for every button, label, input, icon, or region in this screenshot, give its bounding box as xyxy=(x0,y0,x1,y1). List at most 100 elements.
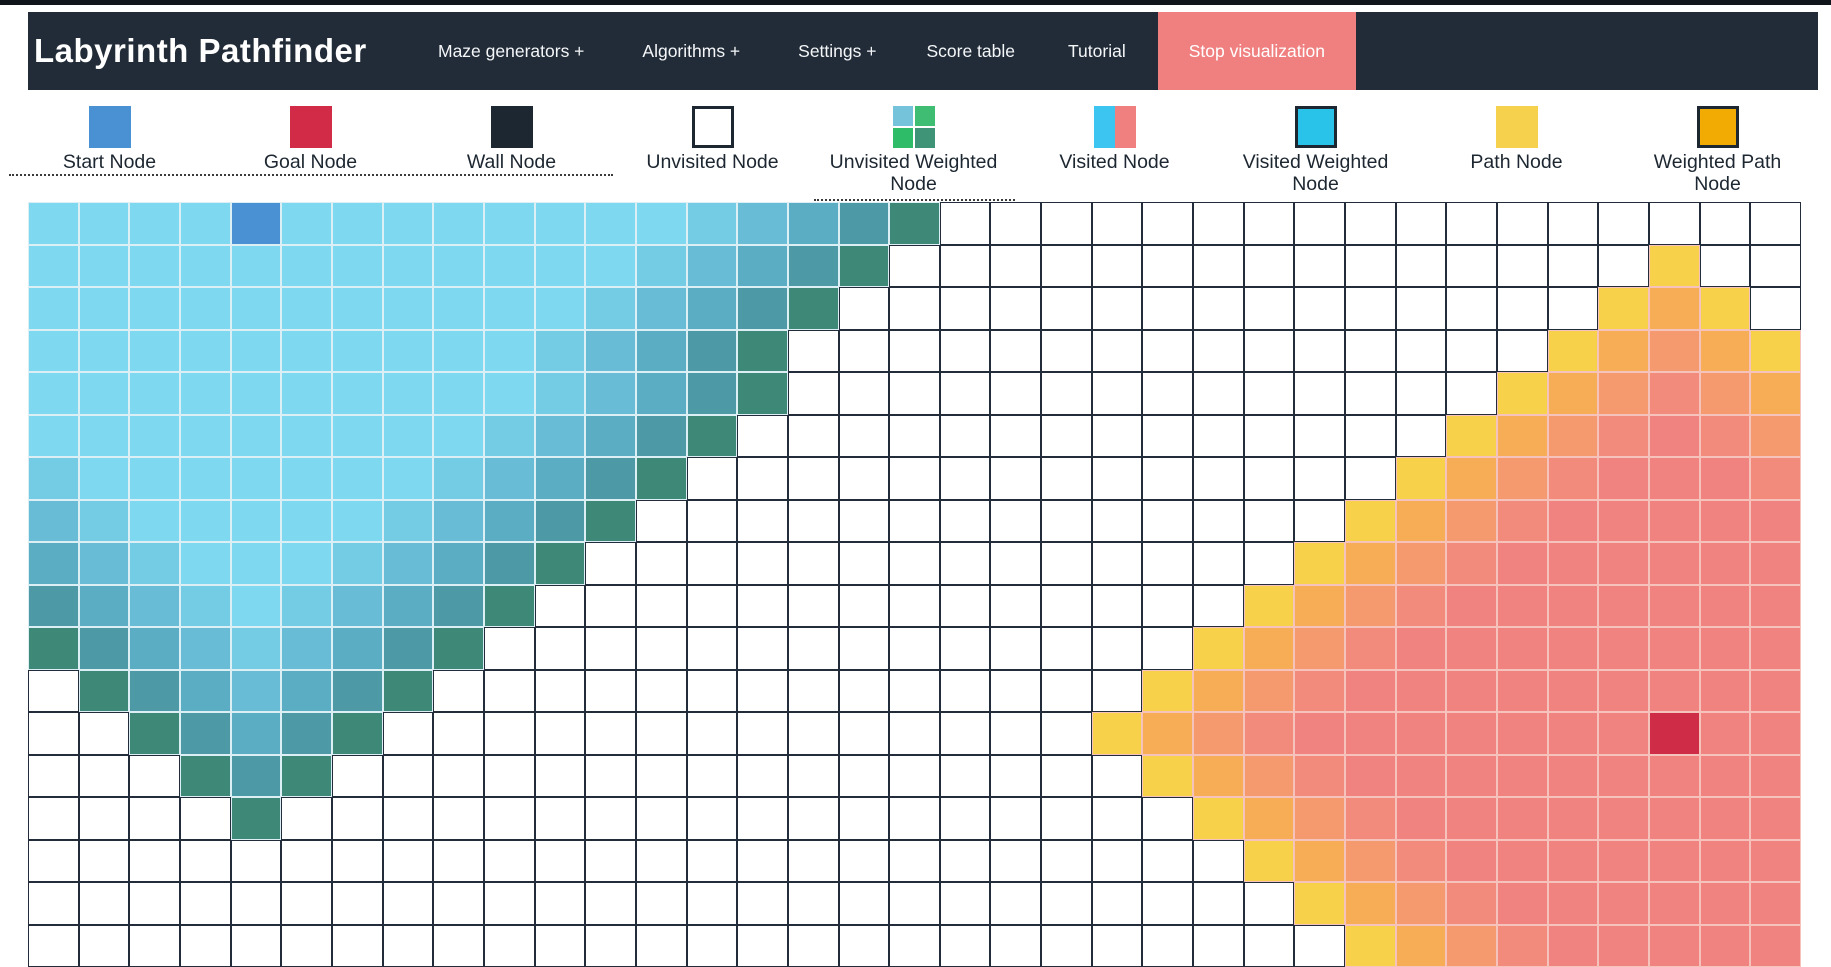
grid-cell[interactable] xyxy=(1142,330,1193,373)
grid-cell[interactable] xyxy=(433,627,484,670)
grid-cell[interactable] xyxy=(687,712,738,755)
grid-cell[interactable] xyxy=(737,287,788,330)
grid-cell[interactable] xyxy=(332,882,383,925)
grid-cell[interactable] xyxy=(1345,500,1396,543)
grid-cell[interactable] xyxy=(1750,245,1801,288)
grid-cell[interactable] xyxy=(889,542,940,585)
grid-cell[interactable] xyxy=(585,840,636,883)
grid-cell[interactable] xyxy=(1598,372,1649,415)
grid-cell[interactable] xyxy=(484,925,535,967)
grid-cell[interactable] xyxy=(990,712,1041,755)
grid-cell[interactable] xyxy=(1497,755,1548,798)
grid-cell[interactable] xyxy=(940,457,991,500)
grid-cell[interactable] xyxy=(687,585,738,628)
grid-cell[interactable] xyxy=(1446,882,1497,925)
grid-cell[interactable] xyxy=(1750,330,1801,373)
grid-cell[interactable] xyxy=(484,287,535,330)
grid-cell[interactable] xyxy=(1294,882,1345,925)
grid-cell[interactable] xyxy=(79,840,130,883)
grid-cell[interactable] xyxy=(231,457,282,500)
grid-cell[interactable] xyxy=(433,415,484,458)
grid-cell[interactable] xyxy=(585,627,636,670)
grid-cell[interactable] xyxy=(1294,712,1345,755)
grid-cell[interactable] xyxy=(737,542,788,585)
grid-cell[interactable] xyxy=(180,202,231,245)
grid-cell[interactable] xyxy=(839,882,890,925)
grid-cell[interactable] xyxy=(1750,372,1801,415)
grid-cell[interactable] xyxy=(484,500,535,543)
grid-cell[interactable] xyxy=(535,840,586,883)
grid-cell[interactable] xyxy=(383,797,434,840)
grid-cell[interactable] xyxy=(1750,797,1801,840)
grid-cell[interactable] xyxy=(1294,840,1345,883)
grid-cell[interactable] xyxy=(231,755,282,798)
grid-cell[interactable] xyxy=(180,415,231,458)
grid-cell[interactable] xyxy=(28,542,79,585)
grid-cell[interactable] xyxy=(1244,755,1295,798)
grid-cell[interactable] xyxy=(636,670,687,713)
grid-cell[interactable] xyxy=(889,585,940,628)
grid-cell[interactable] xyxy=(231,712,282,755)
grid-cell[interactable] xyxy=(28,415,79,458)
grid-cell[interactable] xyxy=(1142,670,1193,713)
grid-cell[interactable] xyxy=(1396,500,1447,543)
grid-cell[interactable] xyxy=(332,925,383,967)
grid-cell[interactable] xyxy=(1497,202,1548,245)
grid-cell[interactable] xyxy=(585,245,636,288)
grid-cell[interactable] xyxy=(990,627,1041,670)
grid-cell[interactable] xyxy=(1294,542,1345,585)
grid-cell[interactable] xyxy=(231,330,282,373)
grid-cell[interactable] xyxy=(990,415,1041,458)
grid-cell[interactable] xyxy=(1396,245,1447,288)
grid-cell[interactable] xyxy=(1244,670,1295,713)
grid-cell[interactable] xyxy=(839,372,890,415)
grid-cell[interactable] xyxy=(433,755,484,798)
grid-cell[interactable] xyxy=(737,415,788,458)
grid-cell[interactable] xyxy=(1548,372,1599,415)
grid-cell[interactable] xyxy=(737,372,788,415)
grid-cell[interactable] xyxy=(1244,372,1295,415)
grid-cell[interactable] xyxy=(1193,882,1244,925)
grid-cell[interactable] xyxy=(383,500,434,543)
grid-cell[interactable] xyxy=(79,287,130,330)
grid-cell[interactable] xyxy=(1294,372,1345,415)
grid-cell[interactable] xyxy=(1345,627,1396,670)
grid-cell[interactable] xyxy=(1700,202,1751,245)
grid-cell[interactable] xyxy=(129,882,180,925)
grid-cell[interactable] xyxy=(1142,457,1193,500)
grid-cell[interactable] xyxy=(1548,457,1599,500)
grid-cell[interactable] xyxy=(940,372,991,415)
grid-cell[interactable] xyxy=(1193,925,1244,967)
grid-cell[interactable] xyxy=(636,457,687,500)
grid-cell[interactable] xyxy=(636,202,687,245)
grid-cell[interactable] xyxy=(585,670,636,713)
grid-cell[interactable] xyxy=(687,542,738,585)
grid-cell[interactable] xyxy=(1497,882,1548,925)
grid-cell[interactable] xyxy=(1396,415,1447,458)
grid-cell[interactable] xyxy=(1700,627,1751,670)
grid-cell[interactable] xyxy=(1142,882,1193,925)
grid-cell[interactable] xyxy=(484,840,535,883)
grid-cell[interactable] xyxy=(839,245,890,288)
grid-cell[interactable] xyxy=(28,372,79,415)
grid-cell[interactable] xyxy=(433,287,484,330)
grid-cell[interactable] xyxy=(1142,585,1193,628)
grid-cell[interactable] xyxy=(332,287,383,330)
grid-cell[interactable] xyxy=(1548,670,1599,713)
grid-cell[interactable] xyxy=(636,542,687,585)
grid-cell[interactable] xyxy=(1700,712,1751,755)
grid-cell[interactable] xyxy=(788,202,839,245)
grid-cell[interactable] xyxy=(1092,925,1143,967)
grid-cell[interactable] xyxy=(1244,330,1295,373)
grid-cell[interactable] xyxy=(1548,245,1599,288)
grid-cell[interactable] xyxy=(1649,500,1700,543)
grid-cell[interactable] xyxy=(1700,245,1751,288)
grid-cell[interactable] xyxy=(990,670,1041,713)
grid-cell[interactable] xyxy=(1345,585,1396,628)
grid-cell[interactable] xyxy=(484,797,535,840)
grid-cell[interactable] xyxy=(281,925,332,967)
grid-cell[interactable] xyxy=(433,500,484,543)
grid-cell[interactable] xyxy=(889,457,940,500)
grid-cell[interactable] xyxy=(79,542,130,585)
grid-cell[interactable] xyxy=(484,882,535,925)
